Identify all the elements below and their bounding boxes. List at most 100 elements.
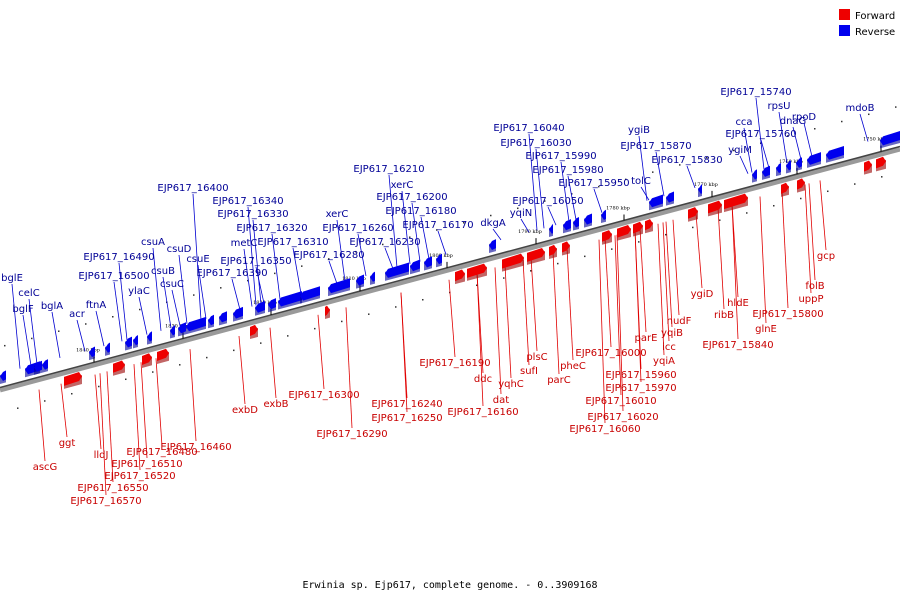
forward-gene-feature [876,156,886,172]
gene-label-sufi: sufI [520,366,538,377]
leader-line [238,335,246,405]
label-leader-lines [11,97,869,496]
reverse-gene-feature [666,191,674,206]
scale-tick: 1780 kbp [606,205,630,221]
reverse-gene-feature [233,306,243,322]
gene-label-ejp617-16510: EJP617_16510 [111,459,182,470]
leader-line [255,266,265,304]
reverse-gene-feature [208,314,214,329]
leader-line [60,383,68,438]
gene-label-csuc: csuC [160,279,184,290]
reverse-gene-feature [549,223,553,237]
leader-line [99,373,107,496]
gene-label-csue: csuE [186,254,209,265]
leader-line [231,278,241,310]
reverse-gene-feature [186,316,206,335]
reverse-gene-feature [601,209,606,224]
reverse-gene-feature [125,336,132,351]
forward-gene-feature [781,182,789,197]
leader-line [11,283,21,369]
forward-gene-feature [562,241,570,256]
gene-label-ejp617-16330: EJP617_16330 [217,209,288,220]
gene-label-ejp617-16320: EJP617_16320 [236,223,307,234]
leader-line [197,264,207,319]
leader-line [859,113,869,142]
leader-line [819,180,827,251]
forward-gene-feature [602,230,612,245]
reverse-gene-feature [89,346,95,361]
gene-label-ejp617-16200: EJP617_16200 [376,192,447,203]
leader-line [522,259,530,366]
leader-line [292,247,302,294]
leader-line [345,307,353,429]
scale-tick-label: 1780 kbp [606,205,630,211]
gene-label-ejp617-15870: EJP617_15870 [620,141,691,152]
gene-label-ejp617-16340: EJP617_16340 [212,196,283,207]
forward-gene-feature [142,353,152,368]
forward-gene-feature [64,372,82,389]
gene-label-ejp617-16180: EJP617_16180 [385,206,456,217]
reverse-gene-feature [584,213,592,228]
reverse-gene-feature [356,274,364,289]
leader-line [672,219,680,316]
leader-line [604,237,612,348]
gene-label-celc: celC [18,288,39,299]
leader-line [140,362,148,459]
reverse-gene-feature [796,157,802,171]
gene-label-bgle: bglE [1,273,23,284]
gene-label-ejp617-16010: EJP617_16010 [585,396,656,407]
genome-backbone [0,145,900,393]
gene-label-csua: csuA [141,237,165,248]
gene-label-ejp617-16280: EJP617_16280 [293,250,364,261]
leader-line [192,193,202,321]
leader-line [634,229,642,383]
gene-label-ygim: ygiM [728,145,752,156]
reverse-gene-feature [880,130,900,149]
leader-line [655,151,665,197]
gene-label-ejp617-15980: EJP617_15980 [532,165,603,176]
leader-line [317,314,325,390]
leader-line [269,327,277,399]
leader-line [133,364,141,471]
leader-line [535,148,545,229]
gene-label-hlde: hldE [727,298,749,309]
scale-tick-label: 1830 kbp [165,324,189,330]
gene-label-ylac: ylaC [128,286,150,297]
gene-label-dkga: dkgA [480,218,505,229]
gene-label-bgla: bglA [41,301,63,312]
scale-tick-label: 1750 kbp [863,137,887,143]
gene-label-csud: csuD [167,244,192,255]
legend-forward-label: Forward [855,11,895,22]
gene-label-acr: acr [69,309,86,320]
leader-line [731,203,739,340]
gene-label-ejp617-15740: EJP617_15740 [720,87,791,98]
leader-line [492,228,502,241]
leader-line [106,371,114,483]
gene-label-mdob: mdoB [845,103,874,114]
reverse-gene-feature [436,253,442,268]
gene-label-gcp: gcp [817,251,835,262]
gene-label-ftna: ftnA [86,300,107,311]
leader-line [695,213,703,289]
leader-line [384,247,394,269]
leader-line [336,219,346,282]
gene-label-plsc: plsC [526,352,547,363]
gene-label-ejp617-16050: EJP617_16050 [512,196,583,207]
leader-line [547,206,557,226]
leader-line [437,230,447,255]
gene-label-cca: cca [735,117,752,128]
reverse-gene-feature [776,162,781,177]
reverse-gene-feature [410,259,420,275]
reverse-gene-feature [762,165,770,180]
reverse-gene-feature [178,322,186,337]
leader-line [162,276,172,329]
gene-label-nudf: nudF [667,316,692,327]
gene-label-ejp617-16390: EJP617_16390 [196,268,267,279]
reverse-gene-feature [278,291,302,310]
gene-label-parc: parC [547,375,571,386]
leader-line [28,298,38,365]
leader-line [566,248,574,361]
leader-line [530,257,538,352]
